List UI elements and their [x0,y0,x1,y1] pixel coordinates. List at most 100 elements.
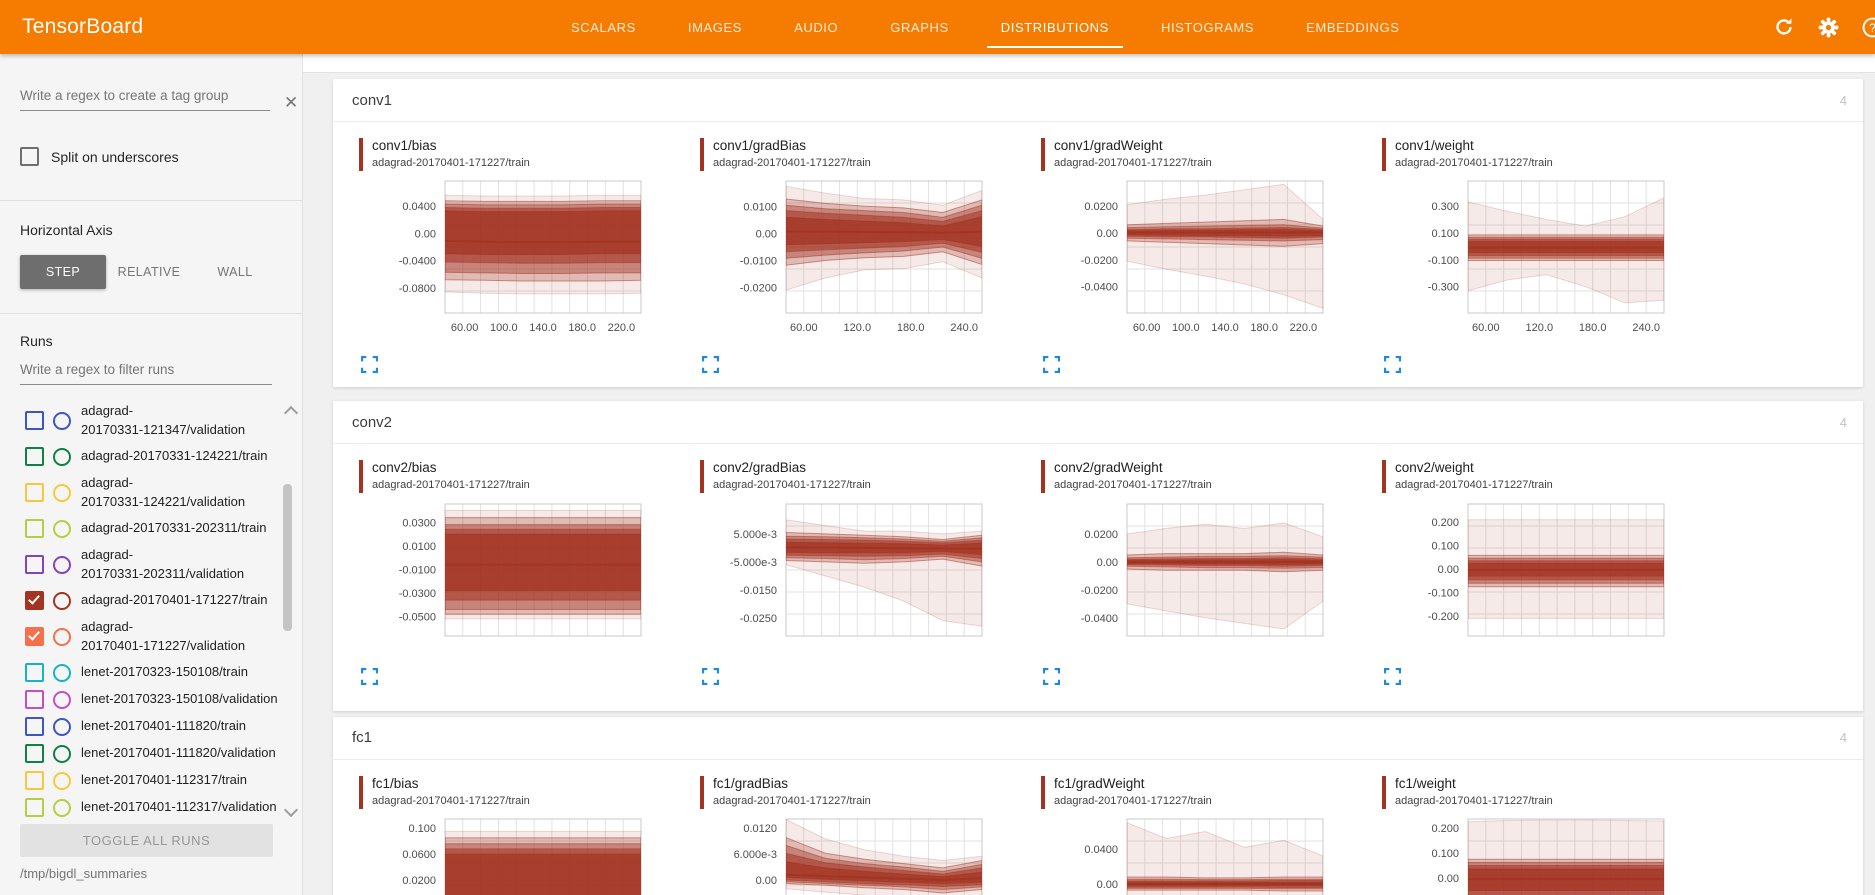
chart-conv1-gradBias: conv1/gradBias adagrad-20170401-171227/tr… [700,138,1041,374]
tab-distributions[interactable]: DISTRIBUTIONS [975,0,1135,54]
run-radio-icon[interactable] [53,744,71,763]
section-card-conv1: conv1 4 conv1/bias adagrad-20170401-171227/… [333,79,1863,388]
close-icon[interactable]: ✕ [284,93,299,112]
run-radio-icon[interactable] [53,798,71,817]
run-row[interactable]: adagrad- 20170331-124221/validation [0,470,288,515]
tab-embeddings[interactable]: EMBEDDINGS [1306,19,1400,35]
gear-icon[interactable] [1817,16,1839,38]
axis-option-step[interactable]: STEP [20,255,106,289]
svg-text:-0.0250: -0.0250 [740,613,777,625]
run-row[interactable]: adagrad-20170331-202311/train [0,515,288,542]
run-checkbox[interactable] [25,483,44,502]
run-checkbox[interactable] [25,798,44,817]
expand-chart-icon[interactable] [361,667,378,697]
toggle-all-runs-button[interactable]: TOGGLE ALL RUNS [20,824,273,857]
run-row[interactable]: adagrad-20170331-124221/train [0,443,288,470]
svg-text:0.00: 0.00 [1438,564,1459,576]
run-radio-icon[interactable] [53,555,71,574]
svg-text:220.0: 220.0 [608,322,636,334]
nav-tabs: SCALARS IMAGES AUDIO GRAPHS DISTRIBUTIONS HIS… [545,0,1426,54]
tab-scalars[interactable]: SCALARS [571,19,636,35]
svg-text:-0.0200: -0.0200 [740,283,777,295]
runs-filter-input[interactable]: Write a regex to filter runs [20,362,272,385]
run-radio-icon[interactable] [53,627,71,646]
svg-text:60.00: 60.00 [790,322,818,334]
expand-chart-icon[interactable] [702,356,719,374]
run-radio-icon[interactable] [53,447,71,466]
run-radio-icon[interactable] [53,411,71,430]
run-radio-icon[interactable] [53,717,71,736]
run-radio-icon[interactable] [53,483,71,502]
run-radio-icon[interactable] [53,690,71,709]
expand-chart-icon[interactable] [1384,356,1401,374]
tab-histograms[interactable]: HISTOGRAMS [1160,19,1255,35]
run-checkbox[interactable] [25,447,44,466]
chart-tag-title: fc1/gradBias [713,775,789,791]
run-radio-icon[interactable] [53,663,71,682]
run-checkbox[interactable] [25,744,44,763]
run-row[interactable]: lenet-20170323-150108/train [0,659,288,686]
expand-chart-icon[interactable] [361,356,378,374]
refresh-icon[interactable] [1773,16,1795,38]
checkbox-icon[interactable] [20,147,39,166]
svg-text:6.000e-3: 6.000e-3 [734,849,777,861]
run-checkbox[interactable] [25,663,44,682]
axis-option-relative[interactable]: RELATIVE [117,265,181,279]
run-row[interactable]: lenet-20170401-111820/validation [0,740,288,767]
run-checkbox[interactable] [25,591,44,610]
svg-text:0.200: 0.200 [1431,517,1459,529]
chart-fc1-gradBias: fc1/gradBias adagrad-20170401-171227/trai… [700,775,1041,895]
chart-run-subtitle: adagrad-20170401-171227/train [1054,794,1212,807]
run-color-bar [700,138,704,171]
run-checkbox[interactable] [25,555,44,574]
section-header-conv2[interactable]: conv2 4 [333,401,1863,445]
run-row[interactable]: lenet-20170323-150108/validation [0,686,288,713]
run-row[interactable]: adagrad- 20170331-121347/validation [0,398,288,443]
run-row[interactable]: adagrad- 20170401-171227/validation [0,614,288,659]
run-checkbox[interactable] [25,717,44,736]
chart-conv2-gradBias: conv2/gradBias adagrad-20170401-171227/tr… [700,460,1041,696]
run-checkbox[interactable] [25,771,44,790]
distribution-plot: 0.0200 0.00 -0.0200 -0.0400 [1081,503,1324,637]
run-row[interactable]: lenet-20170401-112317/validation [0,794,288,821]
section-header-conv1[interactable]: conv1 4 [333,79,1863,122]
svg-text:0.0200: 0.0200 [1084,529,1118,541]
run-radio-icon[interactable] [53,519,71,538]
svg-text:0.300: 0.300 [1431,201,1459,213]
run-row[interactable]: adagrad-20170401-171227/train [0,587,288,614]
run-radio-icon[interactable] [53,591,71,610]
chart-tag-title: fc1/gradWeight [1054,775,1145,791]
chart-fc1-weight: fc1/weight adagrad-20170401-171227/train 0… [1382,775,1723,895]
split-underscores-checkbox[interactable]: Split on underscores [20,147,179,166]
tab-graphs[interactable]: GRAPHS [890,19,949,35]
axis-option-wall[interactable]: WALL [217,265,253,279]
tag-filter-input[interactable]: Write a regex to create a tag group [20,88,270,111]
runs-scrollbar-thumb[interactable] [283,484,292,631]
tab-audio[interactable]: AUDIO [794,19,839,35]
help-icon[interactable]: ? [1861,16,1875,38]
svg-text:0.00: 0.00 [1438,873,1459,885]
svg-text:-0.0800: -0.0800 [399,283,436,295]
chart-run-subtitle: adagrad-20170401-171227/train [372,156,530,169]
run-checkbox[interactable] [25,519,44,538]
run-row[interactable]: lenet-20170401-111820/train [0,713,288,740]
run-row[interactable]: lenet-20170401-112317/train [0,767,288,794]
run-radio-icon[interactable] [53,771,71,790]
run-color-bar [700,460,704,494]
run-checkbox[interactable] [25,411,44,430]
chart-run-subtitle: adagrad-20170401-171227/train [713,479,871,492]
expand-chart-icon[interactable] [1043,356,1060,374]
chart-run-subtitle: adagrad-20170401-171227/train [1054,156,1212,169]
chart-conv1-gradWeight: conv1/gradWeight adagrad-20170401-171227/… [1041,138,1382,374]
chart-tag-title: conv1/bias [372,138,437,153]
expand-chart-icon[interactable] [1043,667,1060,697]
run-checkbox[interactable] [25,627,44,646]
expand-chart-icon[interactable] [1384,667,1401,697]
run-row[interactable]: adagrad- 20170331-202311/validation [0,542,288,587]
tab-images[interactable]: IMAGES [687,19,743,35]
section-header-fc1[interactable]: fc1 4 [333,717,1863,760]
expand-chart-icon[interactable] [702,667,719,697]
chart-conv2-bias: conv2/bias adagrad-20170401-171227/train 0… [359,460,700,696]
run-checkbox[interactable] [25,690,44,709]
svg-text:0.00: 0.00 [415,229,436,241]
